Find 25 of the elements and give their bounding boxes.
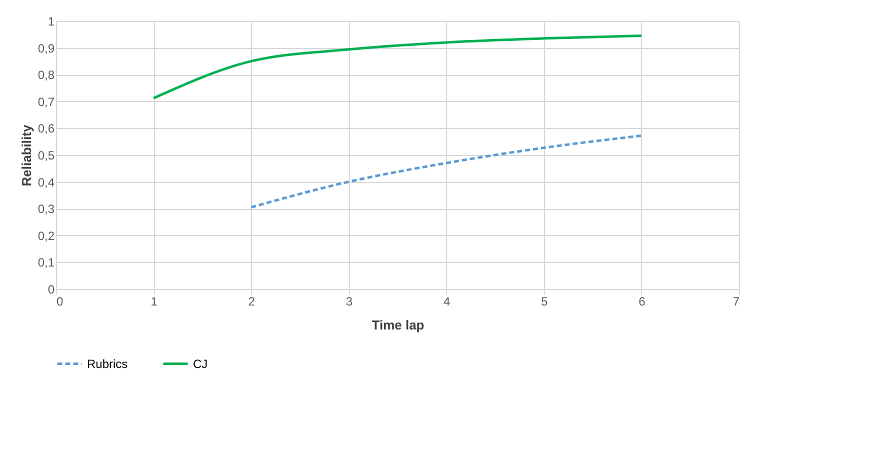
y-tick-label: 1 <box>48 14 55 28</box>
line-series <box>152 34 643 100</box>
y-tick-label: 0 <box>48 282 55 296</box>
x-axis-title: Time lap <box>372 318 424 332</box>
x-tick-label: 2 <box>248 294 256 308</box>
x-tick-label: 1 <box>150 294 158 308</box>
y-tick-label: 0,5 <box>38 148 55 162</box>
x-tick-label: 3 <box>346 294 353 308</box>
y-tick-label: 0,8 <box>38 68 55 82</box>
legend-label: Rubrics <box>87 356 128 371</box>
y-tick-label: 0,9 <box>38 41 55 56</box>
x-tick-label: 5 <box>541 294 548 308</box>
y-tick-label: 0,1 <box>38 256 55 270</box>
line-series <box>250 134 643 209</box>
y-tick-label: 0,6 <box>38 122 55 136</box>
x-tick-label: 0 <box>56 294 64 308</box>
x-tick-label: 4 <box>443 294 450 308</box>
legend-label: CJ <box>193 356 208 371</box>
x-tick-label: 6 <box>638 294 646 308</box>
y-tick-label: 0,3 <box>38 202 55 216</box>
y-axis-title: Reliability <box>18 124 34 186</box>
y-tick-label: 0,2 <box>38 228 55 243</box>
x-tick-label: 7 <box>732 294 740 308</box>
y-tick-label: 0,7 <box>38 94 55 109</box>
y-tick-label: 0,4 <box>38 175 55 190</box>
